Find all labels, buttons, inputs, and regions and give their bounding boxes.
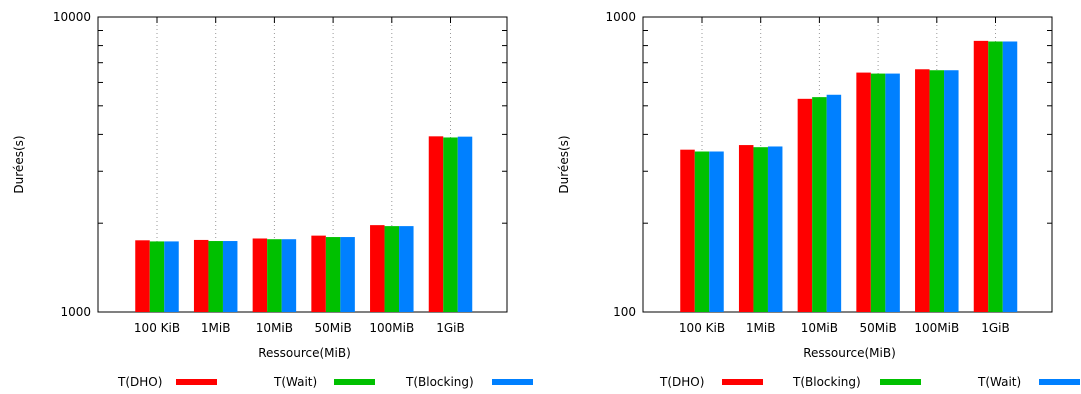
y-tick-label: 1000 [60,305,91,319]
plot-frame [97,16,508,313]
legend-swatch [176,379,217,385]
legend-label: T(DHO) [117,375,162,389]
bar-T(DHO) [680,149,695,312]
bar-T(Wait) [885,73,900,313]
bar-T(Wait) [384,226,400,312]
x-tick-label: 1MiB [201,321,231,335]
y-axis-label: Durées(s) [12,135,26,193]
plot-frame [642,16,1053,313]
bar-T(Wait) [208,241,223,312]
legend-swatch [880,379,921,385]
legend-swatch [722,379,763,385]
y-axis-label: Durées(s) [557,135,571,193]
x-tick-label: 100 KiB [134,321,180,335]
bar-T(Blocking) [457,136,473,312]
bar-T(Blocking) [164,241,179,312]
x-tick-label: 1MiB [746,321,776,335]
x-tick-label: 1GiB [436,321,465,335]
x-tick-label: 100 KiB [679,321,725,335]
bar-T(DHO) [135,240,150,312]
x-tick-label: 1GiB [981,321,1010,335]
bar-T(Wait) [709,151,724,312]
chart-panel-2: 1000 100 Durées(s) Ressource(MiB) 100 KiB 1Mi… [557,10,1080,389]
bar-T(Blocking) [340,237,355,312]
legend-label: T(Wait) [977,375,1021,389]
bar-T(Wait) [267,239,282,312]
bar-T(Blocking) [399,226,414,312]
bar-T(Blocking) [929,70,945,313]
bar-T(Blocking) [281,239,297,312]
x-tick-label: 50MiB [314,321,351,335]
bar-T(Blocking) [694,151,710,312]
legend-swatch [1039,379,1080,385]
legend-swatch [492,379,533,385]
x-tick-label: 50MiB [859,321,896,335]
bar-T(Wait) [944,70,959,313]
bar-T(DHO) [856,72,871,312]
x-axis-label: Ressource(MiB) [803,346,896,360]
bar-T(DHO) [252,238,268,312]
bar-T(Blocking) [753,147,768,312]
x-tick-label: 100MiB [369,321,414,335]
y-tick-label: 10000 [53,10,91,24]
x-tick-label: 100MiB [914,321,959,335]
y-tick-label: 100 [613,305,636,319]
bar-T(DHO) [797,98,813,312]
bar-T(Wait) [443,137,458,312]
bar-T(Wait) [325,237,341,312]
x-tick-label: 10MiB [801,321,838,335]
y-tick-label: 1000 [605,10,636,24]
bar-T(DHO) [311,235,326,312]
bar-T(Blocking) [870,73,886,313]
legend-label: T(Blocking) [405,375,474,389]
bar-T(DHO) [193,239,209,312]
bar-T(Wait) [767,146,783,312]
bar-T(DHO) [428,136,444,312]
bar-T(Wait) [1002,41,1018,313]
legend-label: T(Blocking) [792,375,861,389]
x-axis-label: Ressource(MiB) [258,346,351,360]
bar-T(Wait) [826,94,842,312]
x-tick-label: 10MiB [256,321,293,335]
bar-T(DHO) [973,40,989,313]
legend-swatch [334,379,375,385]
bar-T(Blocking) [222,241,238,312]
legend-label: T(DHO) [659,375,704,389]
bar-T(DHO) [370,225,385,312]
chart-panel-1: 10000 1000 Durées(s) Ressource(MiB) 100 KiB 1… [12,10,533,389]
bar-T(Blocking) [812,97,827,312]
bar-T(Blocking) [988,41,1003,313]
bar-T(DHO) [915,69,930,313]
legend-label: T(Wait) [273,375,317,389]
bar-T(Wait) [149,241,165,312]
bar-T(DHO) [738,145,754,312]
